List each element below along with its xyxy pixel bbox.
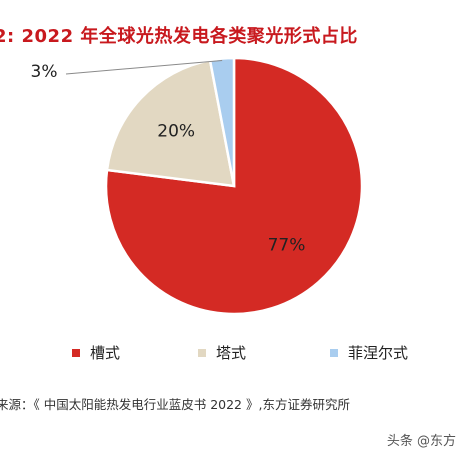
data-label-trough: 77% [268,236,306,256]
chart-title-text: 2: 2022 年全球光热发电各类聚光形式占比 [0,26,358,47]
data-label-tower: 20% [157,122,195,142]
legend-label-tower: 塔式 [216,344,247,362]
legend-swatch-fresnel [330,348,338,357]
legend: 槽式 塔式 菲涅尔式 [0,342,460,366]
data-label-fresnel: 3% [31,62,58,82]
watermark: 头条 @东方 [382,428,460,451]
leader-line-fresnel [65,60,223,75]
legend-item-fresnel: 菲涅尔式 [330,342,408,363]
legend-label-trough: 槽式 [90,344,121,362]
legend-label-fresnel: 菲涅尔式 [348,344,409,362]
pie-slice-trough [104,56,364,316]
chart-title: 2: 2022 年全球光热发电各类聚光形式占比 [0,20,460,50]
legend-item-trough: 槽式 [72,342,120,363]
source-note: 来源：《 中国太阳能热发电行业蓝皮书 2022 》,东方证券研究所 [0,397,350,412]
legend-item-tower: 塔式 [198,342,246,363]
pie-slice-fresnel [208,56,236,187]
legend-swatch-tower [198,348,206,357]
pie-slice-tower [105,58,236,188]
legend-swatch-trough [72,348,80,357]
